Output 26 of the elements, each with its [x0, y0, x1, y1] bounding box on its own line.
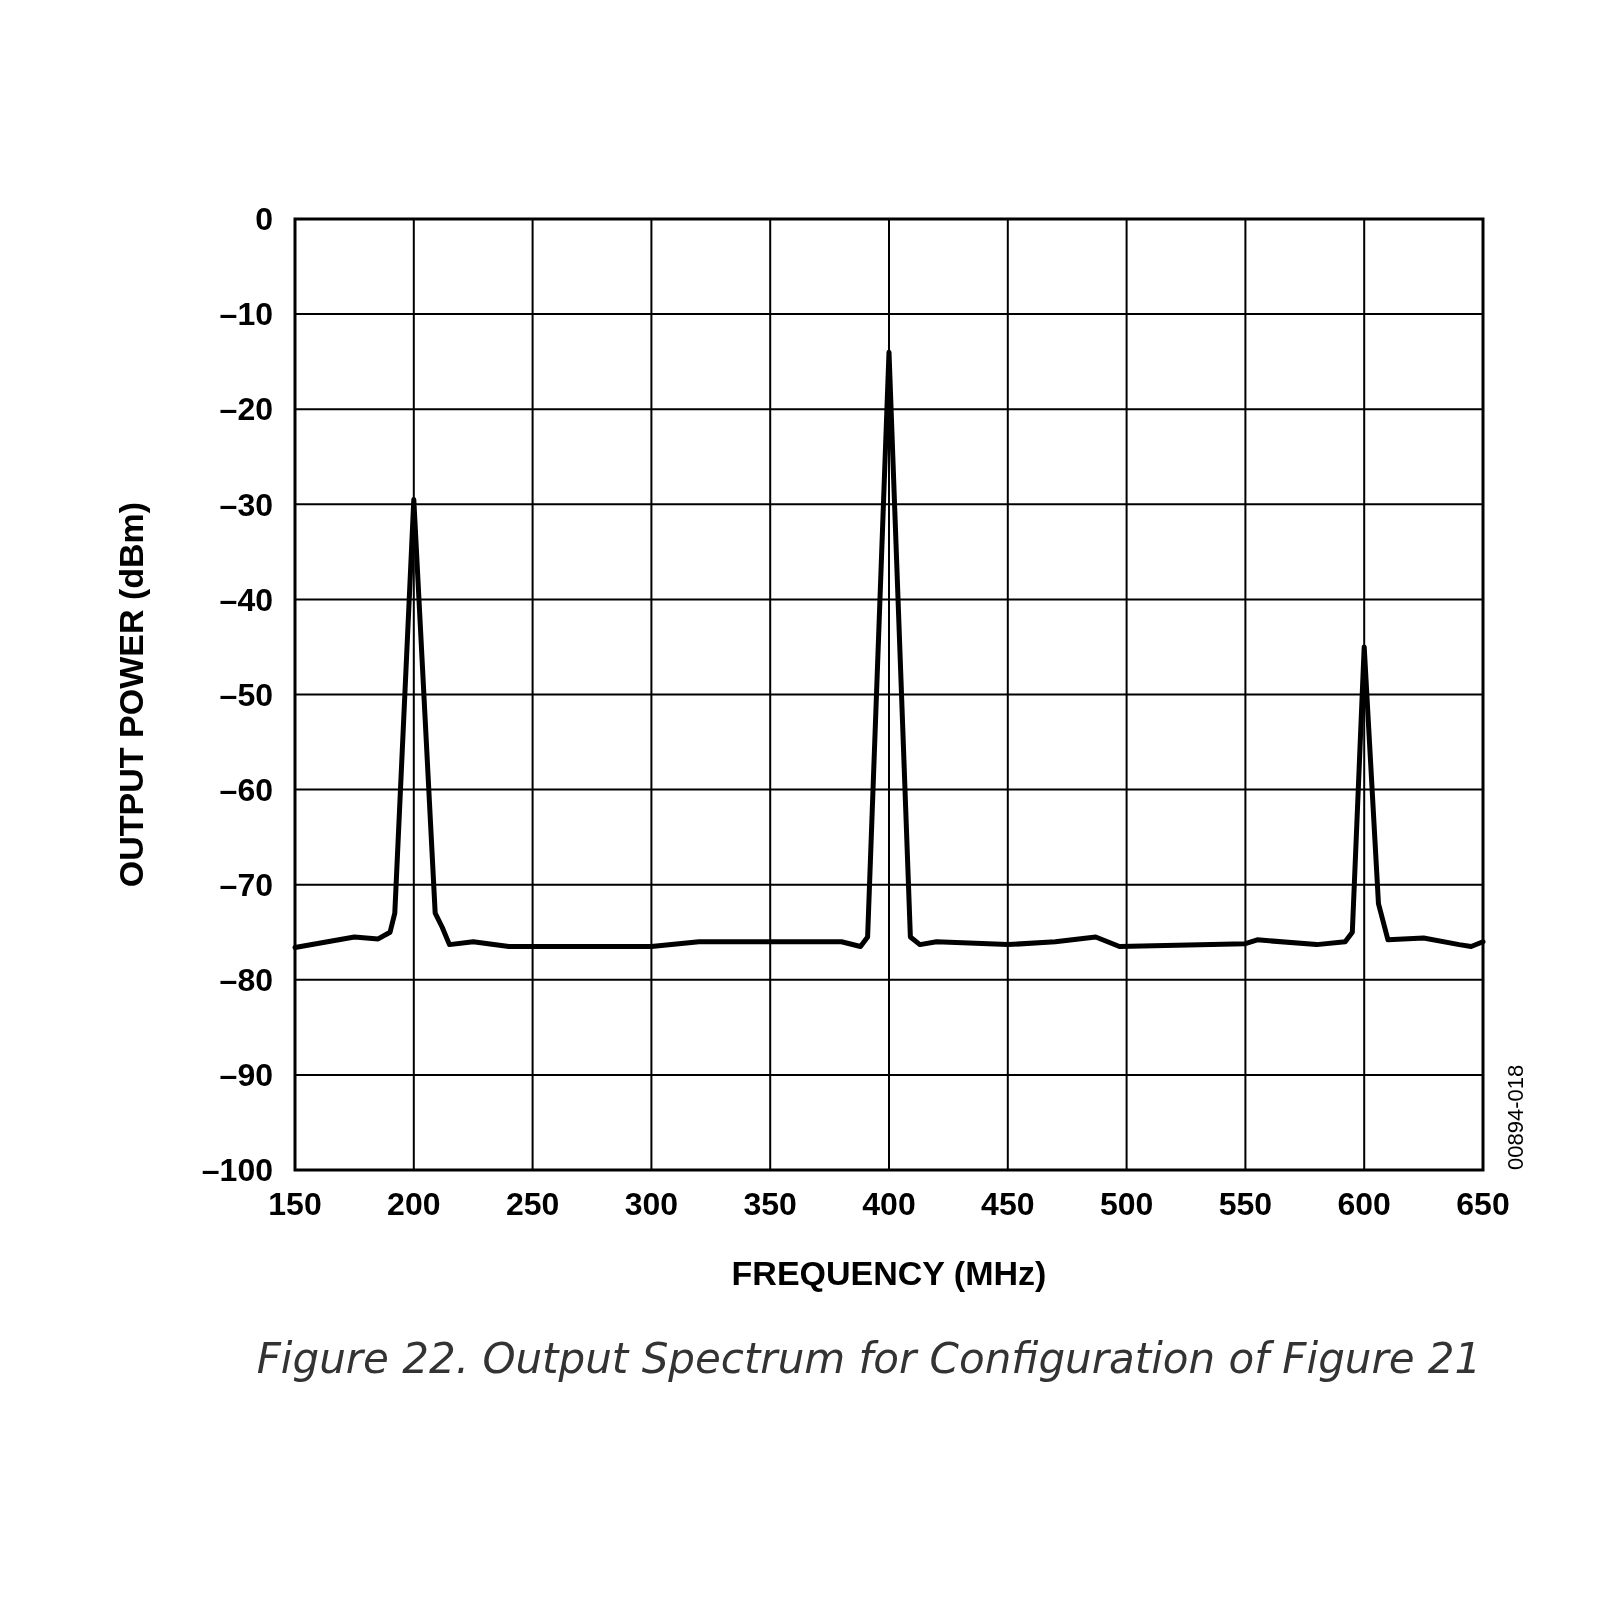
x-tick-label: 400	[862, 1186, 916, 1222]
y-tick-label: 0	[255, 201, 273, 238]
text: 00894-018	[1503, 1064, 1528, 1170]
x-tick-label: 600	[1337, 1186, 1391, 1222]
x-tick-label: 300	[624, 1186, 679, 1222]
x-tick-label: 450	[981, 1186, 1035, 1222]
y-tick-label: –30	[219, 486, 273, 523]
y-tick-label: –80	[219, 962, 273, 998]
y-axis-title: OUTPUT POWER (dBm)	[112, 501, 150, 888]
x-axis-title: FREQUENCY (MHz)	[731, 1254, 1047, 1292]
y-tick-label: –100	[201, 1152, 273, 1189]
y-tick-label: –50	[219, 676, 273, 713]
x-tick-label: 500	[1099, 1186, 1154, 1222]
y-tick-label: –70	[219, 866, 273, 903]
x-tick-label: 350	[743, 1186, 797, 1222]
text: Figure 22. Output Spectrum for Configuration of Figure 21	[256, 1334, 1482, 1383]
y-tick-label: –20	[219, 391, 273, 428]
y-tick-label: –10	[219, 296, 273, 333]
x-tick-label: 200	[387, 1186, 441, 1222]
y-tick-label: –60	[219, 771, 273, 808]
x-tick-label: 150	[268, 1186, 322, 1222]
x-tick-label: 550	[1218, 1186, 1273, 1222]
x-tick-label: 250	[505, 1186, 560, 1222]
y-tick-label: –90	[219, 1057, 273, 1094]
y-tick-label: –40	[219, 581, 273, 618]
x-tick-label: 650	[1456, 1186, 1510, 1222]
